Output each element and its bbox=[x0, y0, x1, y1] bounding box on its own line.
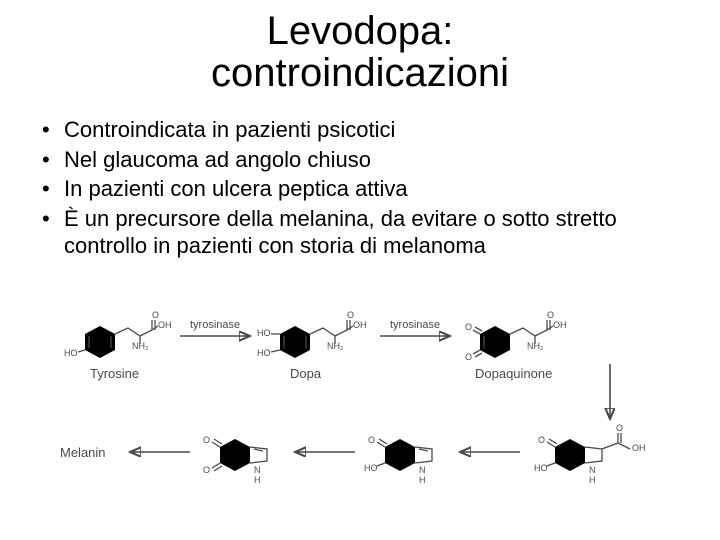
bullet-text: È un precursore della melanina, da evita… bbox=[64, 205, 692, 260]
title-line-1: Levodopa: bbox=[267, 9, 454, 53]
group-label: OH bbox=[553, 320, 567, 330]
group-label: N bbox=[254, 465, 261, 475]
bullet-item: •È un precursore della melanina, da evit… bbox=[42, 205, 692, 260]
bullet-text: Nel glaucoma ad angolo chiuso bbox=[64, 146, 692, 174]
group-label: HO bbox=[534, 463, 548, 473]
group-label: H bbox=[589, 475, 596, 485]
bullet-item: •Controindicata in pazienti psicotici bbox=[42, 116, 692, 144]
group-label: H bbox=[419, 475, 426, 485]
group-label: HO bbox=[257, 328, 271, 338]
bullet-item: •In pazienti con ulcera peptica attiva bbox=[42, 175, 692, 203]
group-label: O bbox=[616, 423, 623, 433]
group-label: O bbox=[465, 352, 472, 362]
group-label: N bbox=[589, 465, 596, 475]
group-label: O bbox=[152, 310, 159, 320]
bullet-dot: • bbox=[42, 146, 64, 174]
group-label: O bbox=[347, 310, 354, 320]
group-label: HO bbox=[364, 463, 378, 473]
molecule-label: Dopaquinone bbox=[475, 366, 552, 381]
bullet-list: •Controindicata in pazienti psicotici •N… bbox=[28, 116, 692, 262]
group-label: O bbox=[547, 310, 554, 320]
group-label: O bbox=[465, 322, 472, 332]
enzyme-label: tyrosinase bbox=[390, 319, 440, 331]
title-line-2: controindicazioni bbox=[211, 51, 509, 95]
bullet-dot: • bbox=[42, 205, 64, 233]
group-label: OH bbox=[353, 320, 367, 330]
group-label: O bbox=[203, 435, 210, 445]
bullet-item: •Nel glaucoma ad angolo chiuso bbox=[42, 146, 692, 174]
group-label: O bbox=[368, 435, 375, 445]
group-label: HO bbox=[64, 348, 78, 358]
group-label: HO bbox=[257, 348, 271, 358]
bullet-dot: • bbox=[42, 116, 64, 144]
bullet-text: Controindicata in pazienti psicotici bbox=[64, 116, 692, 144]
slide-title: Levodopa: controindicazioni bbox=[28, 10, 692, 94]
bullet-text: In pazienti con ulcera peptica attiva bbox=[64, 175, 692, 203]
group-label: N bbox=[419, 465, 426, 475]
molecule-label: Dopa bbox=[290, 366, 322, 381]
group-label: O bbox=[203, 465, 210, 475]
group-label: OH bbox=[632, 443, 646, 453]
group-label: H bbox=[254, 475, 261, 485]
molecule-label: Melanin bbox=[60, 445, 106, 460]
enzyme-label: tyrosinase bbox=[190, 319, 240, 331]
group-label: O bbox=[538, 435, 545, 445]
pathway-diagram: HO NH₂ OH O Tyrosine tyrosinase HO HO bbox=[28, 280, 692, 529]
bullet-dot: • bbox=[42, 175, 64, 203]
molecule-label: Tyrosine bbox=[90, 366, 139, 381]
group-label: OH bbox=[158, 320, 172, 330]
